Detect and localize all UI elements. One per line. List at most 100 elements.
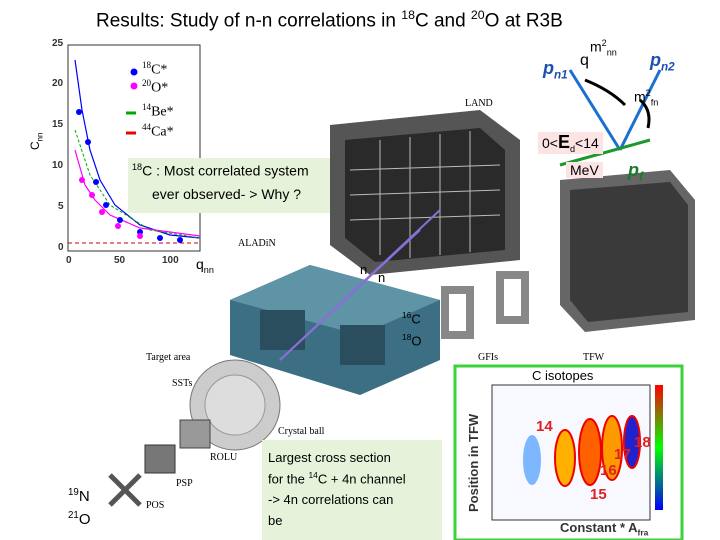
element: O (78, 511, 91, 528)
label: Constant * A (560, 520, 638, 535)
legend-mass: 44 (142, 122, 152, 132)
sub: n2 (661, 60, 675, 74)
title-sup: 18 (401, 8, 415, 22)
p: p (543, 58, 554, 78)
kin-label: m2nn (590, 38, 617, 57)
legend-marker (130, 68, 138, 76)
label: C (28, 141, 42, 150)
y-tick: 10 (52, 160, 64, 171)
title-text: O at R3B (484, 10, 563, 32)
mass: 18 (402, 332, 412, 342)
isotope-y-label: Position in TFW (466, 413, 481, 512)
setup-label: GFIs (478, 352, 499, 363)
setup-label: PSP (176, 478, 193, 489)
sub: d (569, 143, 576, 154)
neutron-track (279, 209, 441, 361)
fragment-label: 18O (402, 332, 422, 348)
legend-element: Be* (151, 104, 174, 120)
fragment-label: 19N (68, 487, 90, 505)
curve (74, 59, 201, 239)
kin-label: pn2 (650, 50, 675, 74)
legend-mass: 14 (142, 102, 152, 112)
m: m (590, 38, 602, 55)
fragment-label: n (378, 270, 386, 285)
sub: fra (637, 527, 649, 538)
callout-box (128, 158, 350, 213)
range: <14 (575, 135, 599, 151)
crystal-ball-inner (204, 374, 266, 436)
mass: 16 (402, 310, 412, 320)
y-label: Cnn (28, 133, 44, 150)
y-tick: 20 (52, 78, 64, 89)
setup-label: Target area (146, 352, 191, 363)
legend-marker (130, 82, 138, 90)
aladin-magnet (230, 265, 440, 395)
legend-entry: 14Be* (142, 102, 174, 121)
curve (74, 129, 201, 239)
isotope-label: 17 (614, 446, 631, 463)
range: 0< (542, 135, 558, 151)
element: C (411, 311, 421, 327)
p: p (628, 160, 639, 180)
setup-label: LAND (465, 98, 493, 109)
legend-element: O* (151, 80, 169, 96)
isotope-label: 18 (634, 434, 651, 451)
note-text: for the (268, 471, 309, 487)
x-tick: 50 (114, 255, 126, 266)
energy-unit: MeV (566, 162, 603, 178)
mass: 19 (68, 487, 79, 498)
kinematics-diagram (559, 69, 662, 167)
y-tick: 25 (52, 38, 64, 49)
fragment-label: 16C (402, 310, 421, 326)
points (79, 177, 143, 239)
kin-label: pn1 (543, 58, 568, 82)
note-box (262, 440, 442, 540)
callout-line: 18C : Most correlated system (132, 162, 309, 179)
psp (144, 444, 176, 474)
setup-label: ALADiN (238, 238, 276, 249)
kin-label: m2fn (634, 88, 658, 107)
isotope-label: 15 (590, 486, 607, 503)
rolu (179, 419, 211, 449)
e: E (557, 132, 570, 152)
legend-entry: 20O* (142, 78, 168, 97)
legend-entry: 44Ca* (142, 122, 174, 141)
isotope-label: 16 (600, 462, 617, 479)
slide-title: Results: Study of n-n correlations in 18… (96, 8, 563, 32)
title-sup: 20 (470, 8, 485, 22)
y-tick: 15 (52, 119, 64, 130)
note-sup: 14 (308, 470, 318, 480)
isotope-label: 14 (536, 418, 553, 435)
note-line: Largest cross section (268, 450, 391, 465)
kin-label: q (580, 52, 589, 69)
callout-sup: 18 (132, 162, 143, 172)
isotope-title: C isotopes (532, 368, 594, 383)
setup-label: Crystal ball (278, 426, 325, 437)
sub: fn (650, 97, 659, 108)
fragment-label: 21O (68, 510, 91, 528)
setup-label: TFW (583, 352, 605, 363)
isotope-blobs (523, 385, 663, 510)
kin-label: pf (628, 160, 643, 184)
fragment-label: n (360, 262, 368, 277)
element: O (411, 333, 422, 349)
callout-text: C : Most correlated system (142, 162, 309, 179)
mass: 21 (68, 510, 79, 521)
sup: 2 (645, 88, 651, 98)
legend-mass: 18 (142, 60, 152, 70)
legend-element: Ca* (151, 124, 174, 140)
y-tick: 0 (58, 242, 64, 253)
note-line: be (268, 513, 283, 528)
label: q (196, 256, 204, 272)
x-label: qnn (196, 256, 214, 275)
x-tick: 0 (66, 255, 72, 266)
sub: n1 (554, 68, 568, 82)
pos (108, 473, 142, 507)
setup-label: SSTs (172, 378, 193, 389)
sub: nn (606, 47, 617, 58)
note-line: for the 14C + 4n channel (268, 470, 406, 486)
y-tick: 5 (58, 201, 64, 212)
legend-entry: 18C* (142, 60, 167, 79)
